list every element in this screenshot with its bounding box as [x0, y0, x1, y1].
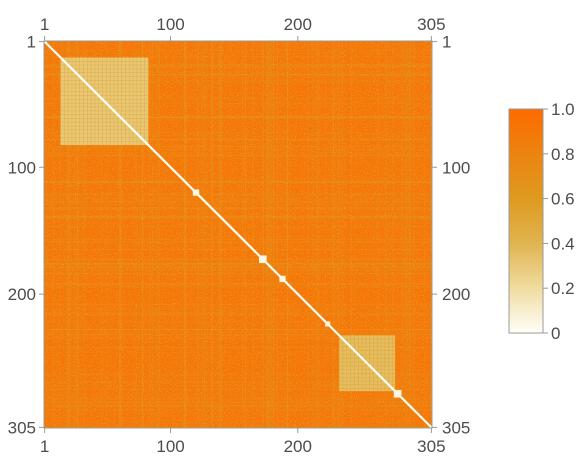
x-axis-bottom-tick-label: 305 [417, 437, 445, 456]
heatmap-diagonal-squares [192, 189, 402, 398]
x-axis-top-tick-label: 1 [40, 15, 49, 34]
y-axis-left-tick-label: 1 [27, 33, 36, 52]
colorbar-tick-label: 0.4 [551, 234, 575, 253]
colorbar-tick-label: 1.0 [551, 100, 575, 119]
heatmap-diagonal-square [393, 389, 402, 398]
y-axis-left: 1 100 200 305 [8, 33, 44, 437]
x-axis-bottom-tick-label: 1 [40, 437, 49, 456]
x-axis-top: 1 100 200 305 [40, 15, 446, 41]
colorbar-legend: 0 0.2 0.4 0.6 0.8 1.0 [508, 100, 575, 343]
heatmap-diagonal-square [279, 275, 286, 283]
x-axis-bottom-tick-label: 100 [156, 437, 184, 456]
y-axis-right-tick-label: 200 [442, 285, 470, 304]
colorbar-gradient [508, 108, 544, 334]
colorbar-tick-label: 0.2 [551, 279, 575, 298]
y-axis-right-tick-label: 1 [442, 33, 451, 52]
heatmap-matrix [43, 40, 433, 429]
x-axis-top-tick-label: 100 [156, 15, 184, 34]
heatmap-diagonal [43, 40, 433, 429]
y-axis-right-tick-label: 305 [442, 418, 470, 437]
colorbar-tick-label: 0 [551, 324, 560, 343]
colorbar-tick-label: 0.6 [551, 190, 575, 209]
y-axis-right-tick-label: 100 [442, 158, 470, 177]
y-axis-left-tick-label: 200 [8, 285, 36, 304]
heatmap-frame [43, 40, 433, 429]
x-axis-top-tick-label: 305 [417, 15, 445, 34]
y-axis-right: 1 100 200 305 [432, 33, 470, 437]
x-axis-bottom: 1 100 200 305 [40, 428, 446, 456]
heatmap-diagonal-square [258, 255, 267, 264]
heatmap-diagonal-square [325, 321, 331, 327]
x-axis-top-tick-label: 200 [284, 15, 312, 34]
x-axis-bottom-tick-label: 200 [284, 437, 312, 456]
y-axis-left-tick-label: 305 [8, 418, 36, 437]
colorbar-tick-label: 0.8 [551, 145, 575, 164]
y-axis-left-tick-label: 100 [8, 158, 36, 177]
heatmap-diagonal-square [192, 189, 200, 196]
